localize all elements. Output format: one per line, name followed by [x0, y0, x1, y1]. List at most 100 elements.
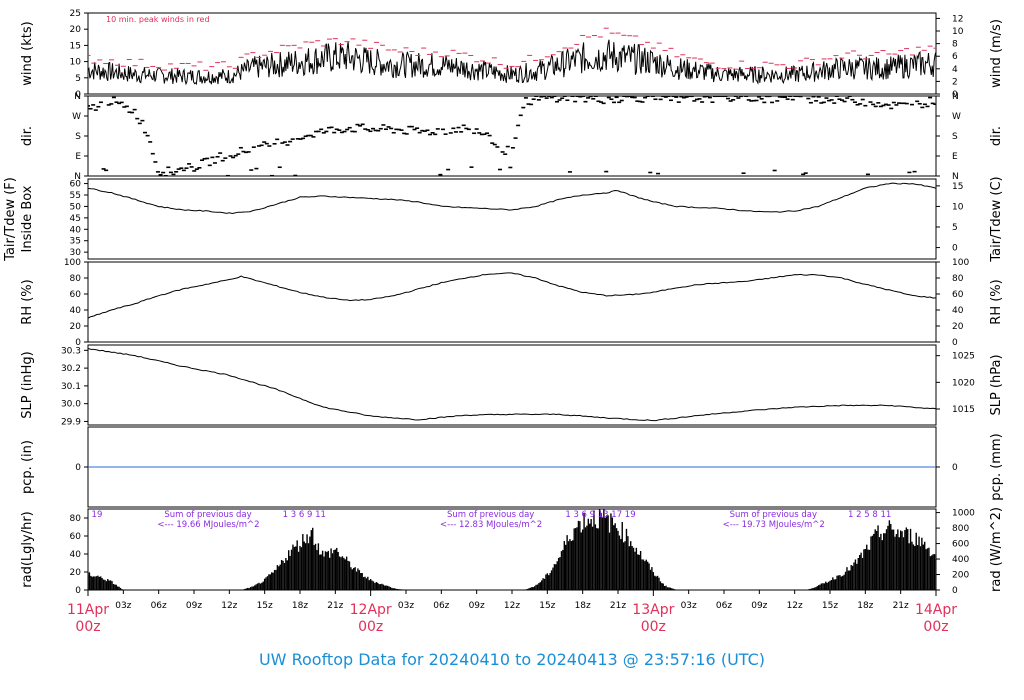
series-group	[88, 348, 936, 422]
time-tick-label: 09z	[186, 601, 202, 611]
tick-label-left: 5	[75, 74, 81, 84]
panel-pcp: 0 0 pcp. (in) pcp. (mm)	[20, 426, 1004, 508]
radiation-note: 1 3 6 9 11	[283, 510, 326, 520]
series-group	[88, 27, 936, 86]
day-time-label: 00z	[641, 619, 666, 635]
tick-label-right: 6	[952, 52, 958, 62]
y-axis-label: wind (kts)	[20, 21, 35, 85]
tick-label-left: 80	[70, 274, 82, 284]
series-line-rh	[88, 272, 936, 319]
panel-frame	[87, 178, 937, 260]
time-tick-label: 18z	[857, 601, 873, 611]
time-tick-label: 15z	[822, 601, 838, 611]
tick-label-left: 60	[70, 532, 82, 542]
tick-label-right: 1020	[952, 378, 975, 388]
tick-label-left: N	[74, 92, 81, 102]
tick-label-right: 40	[952, 306, 964, 316]
tick-label-left: 20	[70, 568, 82, 578]
tick-label-right: 80	[952, 274, 964, 284]
day-time-label: 00z	[923, 619, 948, 635]
tick-label-right: 12	[952, 14, 963, 24]
radiation-note: Sum of previous day	[730, 510, 817, 520]
radiation-note: <--- 12.83 MJoules/m^2	[440, 520, 542, 530]
time-tick-label: 03z	[681, 601, 697, 611]
radiation-note: <--- 19.66 MJoules/m^2	[157, 520, 259, 530]
time-tick-label: 21z	[327, 601, 343, 611]
y-axis-label-right: Tair/Tdew (C)	[989, 176, 1004, 262]
tick-label-right: 2	[952, 77, 958, 87]
y-axis-label-right: SLP (hPa)	[989, 354, 1004, 415]
day-date-label: 13Apr	[632, 602, 674, 618]
y-axis-label: Tair/Tdew (F)	[3, 177, 18, 262]
day-date-label: 14Apr	[915, 602, 957, 618]
day-date-label: 11Apr	[67, 602, 109, 618]
tick-label-left: 0	[75, 338, 81, 348]
tick-label-left: 29.9	[61, 417, 81, 427]
tick-label-left: 20	[70, 25, 82, 35]
y-axis-label-right: rad (W/m^2)	[989, 507, 1004, 592]
time-tick-label: 06z	[716, 601, 732, 611]
y-axis-label: rad(Lgly/hr)	[20, 511, 35, 587]
y-axis-label-right: dir.	[989, 126, 1004, 146]
time-tick-label: 06z	[433, 601, 449, 611]
radiation-note: 1 3 6 9 13 17 19	[565, 510, 635, 520]
tick-label-left: 30.3	[61, 346, 81, 356]
tick-label-left: 0	[75, 586, 81, 596]
tick-label-left: 40	[70, 306, 82, 316]
tick-label-right: 1015	[952, 405, 975, 415]
tick-label-right: 0	[952, 90, 958, 100]
time-tick-label: 21z	[610, 601, 626, 611]
series-group	[88, 182, 936, 215]
tick-label-left: 25	[70, 9, 81, 19]
day-time-label: 00z	[75, 619, 100, 635]
series-group	[88, 509, 936, 590]
radiation-note: 1 2 5 8 11	[848, 510, 891, 520]
tick-label-right: 5	[952, 223, 958, 233]
y-axis-label: pcp. (in)	[20, 440, 35, 494]
peak-wind-note: 10 min. peak winds in red	[106, 15, 210, 24]
tick-label-right: 10	[952, 27, 964, 37]
panel-wind: 0 5 10 15 20 25 0 2 4 6 8 10 12 wind (kts) wind (m/s) 1…	[20, 9, 1004, 100]
time-tick-label: 09z	[751, 601, 767, 611]
tick-label-right: 600	[952, 540, 969, 550]
panel-slp: 29.9 30.0 30.1 30.2 30.3 1015 1020 1025 SLP (inH…	[20, 344, 1004, 427]
time-tick-label: 03z	[398, 601, 414, 611]
tick-label-left: N	[74, 172, 81, 182]
time-tick-label: 09z	[469, 601, 485, 611]
series-group	[88, 272, 936, 319]
tick-label-left: 80	[70, 514, 82, 524]
tick-label-right: 20	[952, 322, 964, 332]
radiation-note: Sum of previous day	[447, 510, 534, 520]
tick-label-left: W	[72, 112, 81, 122]
tick-label-left: 100	[64, 258, 81, 268]
tick-label-right: 10	[952, 202, 964, 212]
tick-label-right: 0	[952, 463, 958, 473]
tick-label-left: 40	[70, 225, 82, 235]
y-axis-label: dir.	[20, 126, 35, 146]
time-tick-label: 12z	[504, 601, 520, 611]
y-axis-label-right: wind (m/s)	[989, 19, 1004, 88]
y-axis-label-right: RH (%)	[989, 279, 1004, 324]
tick-label-right: 1000	[952, 509, 975, 519]
tick-label-left: 40	[70, 550, 82, 560]
panel-frame	[87, 344, 937, 426]
tick-label-right: 800	[952, 524, 969, 534]
time-axis: 03z 06z 09z 12z 15z 18z 21z 03z 06z 09z 12z 15z 18z 2…	[67, 590, 957, 635]
time-tick-label: 18z	[292, 601, 308, 611]
tick-label-right: 1025	[952, 352, 975, 362]
y-axis-label-right: pcp. (mm)	[989, 433, 1004, 500]
tick-label-left: E	[75, 152, 81, 162]
panel-frame	[87, 95, 937, 177]
tick-label-right: 200	[952, 571, 969, 581]
time-tick-label: 15z	[539, 601, 555, 611]
tick-label-left: 60	[70, 180, 82, 190]
tick-label-left: 15	[70, 41, 81, 51]
time-tick-label: 06z	[151, 601, 167, 611]
time-tick-label: 03z	[115, 601, 131, 611]
tick-label-left: 20	[70, 322, 82, 332]
tick-label-left: 30.2	[61, 364, 81, 374]
chart-title: UW Rooftop Data for 20240410 to 20240413…	[259, 650, 765, 669]
